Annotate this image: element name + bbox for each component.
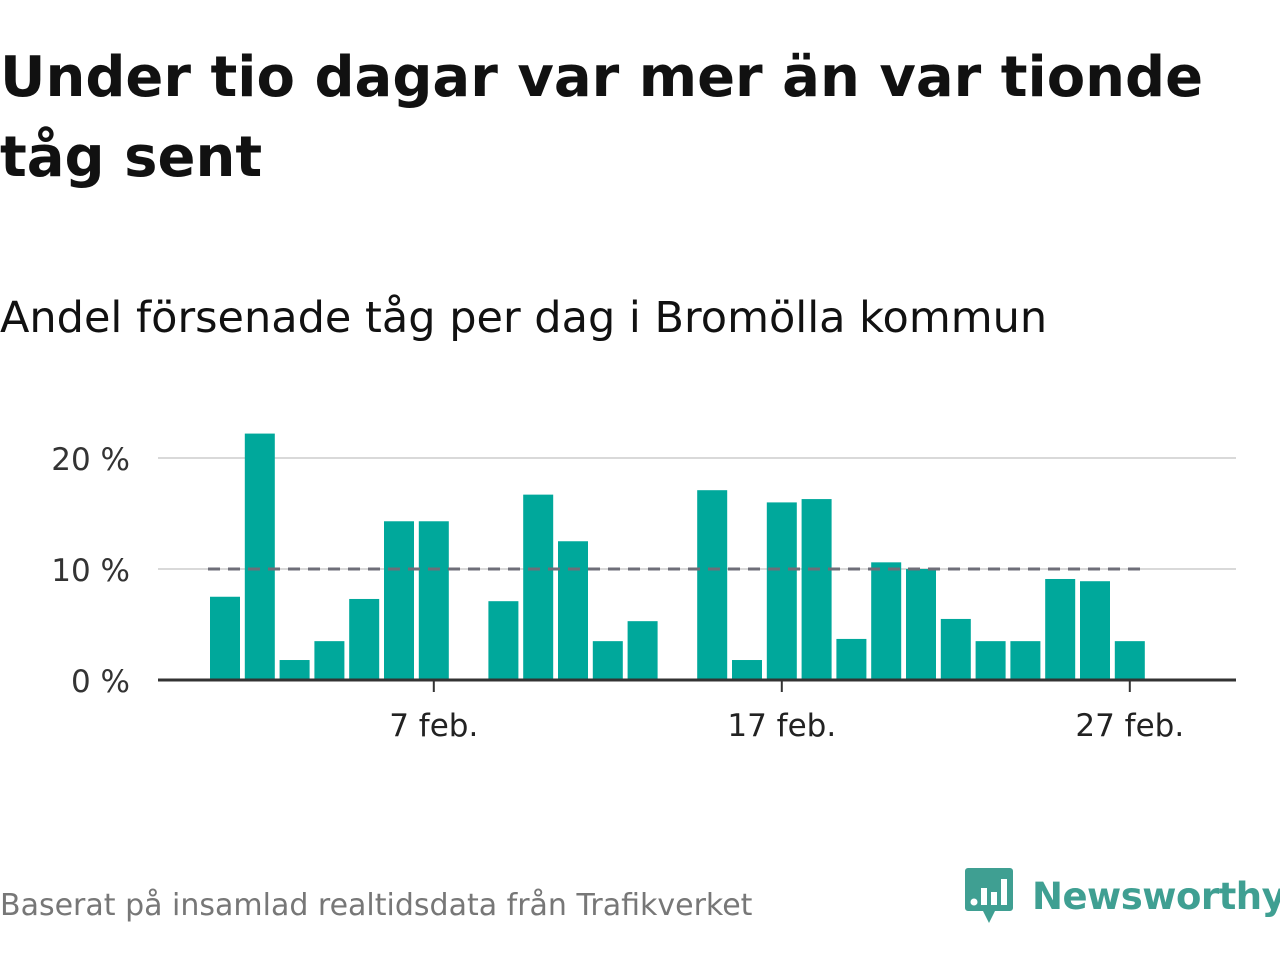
bar [801, 499, 832, 680]
bar [488, 601, 519, 680]
newsworthy-logo-icon [965, 868, 1013, 923]
bar [871, 562, 902, 680]
y-tick-label: 10 % [51, 553, 130, 589]
bars [210, 433, 1145, 680]
y-tick-label: 20 % [51, 442, 130, 478]
bar [836, 638, 867, 680]
bar [627, 621, 658, 680]
chart-subtitle: Andel försenade tåg per dag i Bromölla k… [0, 293, 1048, 343]
bar [558, 541, 588, 680]
y-tick-label: 0 % [71, 664, 130, 700]
bar [732, 660, 762, 680]
bar [1010, 641, 1041, 680]
x-axis [158, 678, 1236, 692]
bar [523, 494, 554, 680]
bar [975, 641, 1006, 680]
brand: Newsworthy [964, 864, 1280, 928]
x-axis-labels: 7 feb. 17 feb. 27 feb. [389, 708, 1184, 744]
bar [349, 598, 380, 680]
bar [418, 521, 449, 680]
x-tick-label: 7 feb. [389, 708, 478, 744]
bar [384, 521, 414, 680]
bar-chart: 0 % 10 % 20 % 7 feb. 17 feb. 27 feb. [51, 433, 1236, 744]
y-axis-labels: 0 % 10 % 20 % [51, 442, 130, 700]
x-tick-label: 17 feb. [727, 708, 836, 744]
gridlines [158, 457, 1236, 570]
bar [940, 618, 971, 680]
x-tick-label: 27 feb. [1075, 708, 1184, 744]
bar [1080, 581, 1110, 680]
bar [1045, 578, 1076, 680]
bar [1114, 641, 1145, 680]
brand-name: Newsworthy [1032, 874, 1280, 918]
bar [906, 569, 936, 680]
bar [697, 490, 728, 680]
bar [592, 641, 623, 680]
bar [244, 433, 275, 680]
source-note: Baserat på insamlad realtidsdata från Tr… [0, 888, 753, 923]
bar [210, 596, 240, 680]
bar [279, 660, 310, 680]
chart-title: Under tio dagar var mer än var tionde tå… [0, 45, 1204, 190]
bar [314, 641, 345, 680]
bar [766, 502, 797, 680]
